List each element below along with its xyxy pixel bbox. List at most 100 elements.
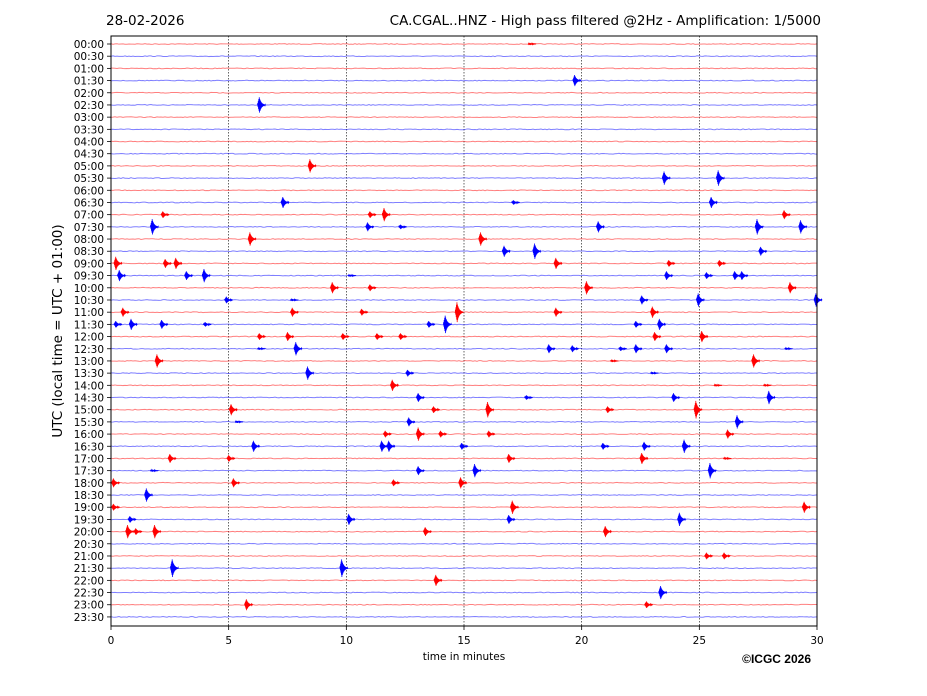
event-mark xyxy=(486,430,496,438)
event-mark xyxy=(251,440,260,452)
event-mark xyxy=(346,513,356,525)
trace-baseline xyxy=(110,177,818,180)
trace-baseline xyxy=(110,530,818,533)
trace-baseline xyxy=(110,311,818,314)
event-mark xyxy=(381,208,391,222)
event-mark xyxy=(763,383,772,387)
event-mark xyxy=(666,260,676,267)
event-mark xyxy=(459,442,469,450)
event-mark xyxy=(704,552,713,560)
event-mark xyxy=(431,406,440,414)
event-mark xyxy=(257,333,266,340)
trace-baseline xyxy=(110,91,818,94)
trace-baseline xyxy=(110,67,818,70)
x-tick-label: 15 xyxy=(457,635,470,647)
trace-baseline xyxy=(110,469,818,472)
event-mark xyxy=(784,346,793,351)
trace-baseline xyxy=(110,104,818,106)
y-tick-label: 01:30 xyxy=(74,76,104,88)
event-mark xyxy=(280,196,290,208)
event-mark xyxy=(201,269,211,283)
y-tick-label: 13:30 xyxy=(74,368,104,380)
event-mark xyxy=(699,331,709,343)
event-mark xyxy=(595,221,605,233)
y-tick-label: 21:30 xyxy=(74,563,104,575)
event-mark xyxy=(506,454,516,463)
event-mark xyxy=(553,257,563,269)
y-tick-label: 14:00 xyxy=(74,380,104,392)
trace-baseline xyxy=(110,372,818,375)
event-mark xyxy=(787,282,797,294)
event-mark xyxy=(454,302,464,323)
event-mark xyxy=(721,552,731,560)
y-tick-label: 14:30 xyxy=(74,393,104,405)
event-mark xyxy=(510,500,519,514)
event-mark xyxy=(433,574,443,586)
y-tick-label: 10:30 xyxy=(74,295,104,307)
y-tick-label: 22:00 xyxy=(74,575,104,587)
y-tick-label: 21:00 xyxy=(74,551,104,563)
trace-baseline xyxy=(110,542,818,545)
y-tick-label: 02:00 xyxy=(74,88,104,100)
event-mark xyxy=(485,401,495,418)
y-tick-label: 16:30 xyxy=(74,441,104,453)
traces xyxy=(110,41,823,618)
event-mark xyxy=(739,271,749,281)
y-tick-label: 23:30 xyxy=(74,612,104,624)
event-mark xyxy=(150,219,159,235)
event-mark xyxy=(671,393,681,402)
event-mark xyxy=(285,332,295,341)
event-mark xyxy=(290,307,299,317)
trace-baseline xyxy=(110,360,818,362)
event-mark xyxy=(633,344,643,354)
event-mark xyxy=(696,293,705,307)
event-mark xyxy=(244,599,253,611)
y-tick-label: 07:00 xyxy=(74,210,104,222)
event-mark xyxy=(367,211,377,218)
event-mark xyxy=(506,514,516,524)
trace-baseline xyxy=(110,201,818,204)
trace-baseline xyxy=(110,420,818,423)
event-mark xyxy=(664,344,673,354)
trace-baseline xyxy=(110,591,818,594)
plot-frame xyxy=(110,35,818,627)
event-mark xyxy=(527,41,537,46)
event-mark xyxy=(127,516,137,523)
event-mark xyxy=(650,371,659,375)
event-mark xyxy=(713,383,723,387)
event-mark xyxy=(154,354,164,368)
event-mark xyxy=(443,315,452,334)
event-mark xyxy=(584,281,593,295)
trace-baseline xyxy=(110,140,818,143)
event-mark xyxy=(170,559,179,577)
event-mark xyxy=(641,441,651,451)
x-tick-label: 30 xyxy=(810,635,823,647)
event-mark xyxy=(226,455,236,462)
event-mark xyxy=(693,400,703,419)
y-tick-label: 08:30 xyxy=(74,246,104,258)
y-tick-label: 10:00 xyxy=(74,283,104,295)
event-mark xyxy=(159,319,169,329)
event-mark xyxy=(661,171,671,185)
trace-baseline xyxy=(110,286,818,289)
event-mark xyxy=(111,503,120,511)
y-tick-label: 15:00 xyxy=(74,405,104,417)
event-mark xyxy=(664,271,673,281)
event-mark xyxy=(374,333,384,340)
y-tick-label: 05:30 xyxy=(74,173,104,185)
event-mark xyxy=(472,464,482,478)
event-mark xyxy=(125,524,135,539)
event-mark xyxy=(423,527,432,537)
event-mark xyxy=(524,395,533,400)
event-mark xyxy=(234,419,244,424)
event-mark xyxy=(725,429,735,439)
y-tick-label: 23:00 xyxy=(74,600,104,612)
event-mark xyxy=(798,220,808,234)
y-tick-label: 15:30 xyxy=(74,417,104,429)
y-tick-label: 00:00 xyxy=(74,39,104,51)
event-mark xyxy=(658,585,668,600)
chart-title: CA.CGAL..HNZ - High pass filtered @2Hz -… xyxy=(390,13,821,29)
event-mark xyxy=(113,256,123,271)
event-mark xyxy=(546,344,556,354)
event-mark xyxy=(707,462,717,479)
